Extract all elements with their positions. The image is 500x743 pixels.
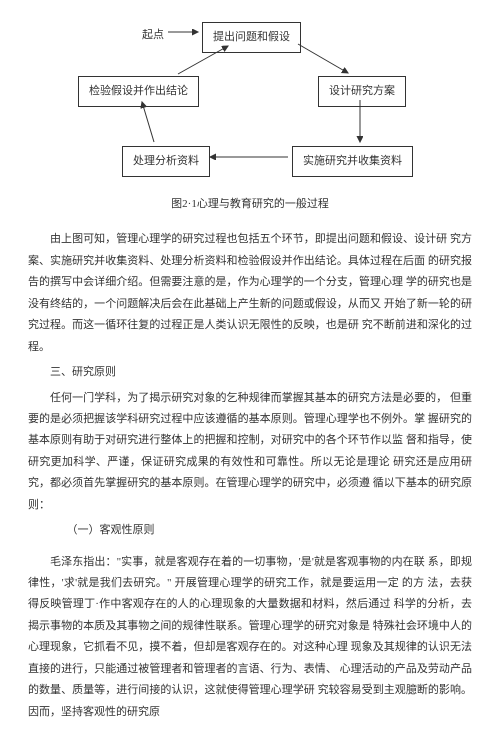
subsection-heading-1: （一）客观性原则	[28, 520, 472, 541]
paragraph-3: 毛泽东指出："实事，就是客观存在着的一切事物，'是'就是客观事物的内在联 系，即…	[28, 552, 472, 724]
diagram-caption: 图2·1心理与教育研究的一般过程	[28, 194, 472, 215]
research-process-diagram: 起点 提出问题和假设 设计研究方案 实施研究并收集资料 处理分析资料 检验假设并…	[30, 18, 470, 186]
section-heading-3: 三、研究原则	[28, 362, 472, 383]
paragraph-2: 任何一门学科，为了揭示研究对象的乞种规律而掌握其基本的研究方法是必要的， 但重要…	[28, 388, 472, 517]
paragraph-1: 由上图可知，管理心理学的研究过程也包括五个环节，即提出问题和假设、设计研 究方案…	[28, 229, 472, 358]
arrow-start-top	[30, 18, 470, 186]
